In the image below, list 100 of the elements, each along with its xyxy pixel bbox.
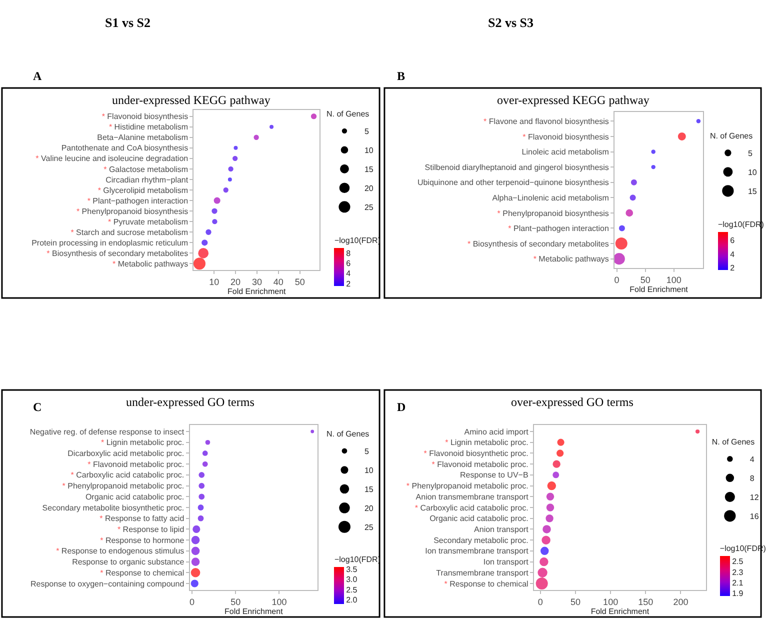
- y-tick-label: * Response to chemical: [100, 568, 184, 578]
- text: C: [33, 400, 42, 414]
- color-bar-label: 2: [346, 279, 352, 288]
- x-tick-label: 200: [673, 596, 688, 607]
- text: D: [397, 400, 406, 414]
- y-tick-label: * Phenylpropanoid metabolic proc.: [62, 482, 184, 491]
- x-tick-label: 50: [570, 596, 581, 607]
- y-tick-label: * Response to fatty acid: [100, 514, 184, 524]
- legend-label: 8: [750, 474, 755, 484]
- legend-label: 15: [364, 165, 374, 174]
- y-tick-label: Pantothenate and CoA biosynthesis: [61, 144, 188, 153]
- y-tick-label: * Lignin metabolic proc.: [100, 438, 184, 448]
- color-bar-label: 2: [730, 264, 736, 273]
- y-tick-label: * Galactose metabolism: [104, 164, 188, 174]
- legend-label: 5: [748, 149, 753, 158]
- legend-label: 16: [750, 512, 760, 522]
- y-tick-label: * Starch and sucrose metabolism: [70, 228, 188, 237]
- chart-title: under-expressed KEGG pathway: [112, 93, 270, 107]
- legend-label: 20: [364, 184, 374, 194]
- y-tick-label: Alpha−Linolenic acid metabolism: [492, 193, 610, 202]
- y-tick-label: * Valine leucine and isoleucine degradation: [36, 154, 188, 164]
- x-tick-label: 0: [614, 274, 620, 285]
- y-tick-label: * Flavonoid biosynthetic proc.: [424, 449, 528, 458]
- y-tick-label: Secondary metabolic proc.: [434, 536, 528, 545]
- y-tick-label: Response to oxygen−containing compound: [30, 579, 184, 588]
- y-tick-label: * Flavonoid biosynthesis: [102, 112, 188, 122]
- x-tick-label: 0: [538, 596, 543, 607]
- y-tick-label: * Response to chemical: [444, 579, 529, 588]
- y-tick-label: * Response to hormone: [100, 536, 185, 545]
- legend-title: N. of Genes: [326, 109, 370, 118]
- y-tick-label: * Phenylpropanoid biosynthesis: [497, 208, 609, 218]
- y-tick-label: * Pyruvate metabolism: [108, 217, 188, 226]
- y-tick-label: Transmembrane transport: [436, 568, 530, 578]
- text: S2 vs S3: [488, 15, 534, 30]
- legend-label: 5: [364, 447, 370, 456]
- x-tick-label: 20: [230, 276, 241, 287]
- legend-title: N. of Genes: [326, 429, 370, 438]
- text: S1 vs S2: [105, 15, 151, 30]
- color-bar-label: 6: [730, 236, 736, 246]
- y-tick-label: Protein processing in endoplasmic reticulum: [32, 238, 188, 248]
- y-tick-label: * Flavonoid metabolic proc.: [88, 460, 184, 469]
- x-axis-title: Fold Enrichment: [630, 284, 689, 294]
- y-tick-label: Ubiquinone and other terpenoid−quinone biosynthesis: [417, 178, 609, 188]
- legend-label: 12: [750, 493, 760, 502]
- y-tick-label: Circadian rhythm−plant: [106, 175, 189, 184]
- text: B: [397, 69, 406, 83]
- legend-label: 4: [750, 455, 755, 464]
- legend-label: 20: [364, 504, 374, 514]
- y-tick-label: * Phenylpropanoid metabolic proc.: [406, 482, 528, 491]
- legend-label: 10: [364, 146, 374, 156]
- x-tick-label: 50: [294, 276, 305, 287]
- chart-title: over-expressed KEGG pathway: [497, 93, 650, 107]
- text: A: [33, 69, 42, 83]
- color-bar-label: 2.0: [346, 596, 358, 605]
- x-tick-label: 100: [603, 596, 618, 607]
- color-bar-label: 2.5: [346, 585, 358, 594]
- legend-label: 5: [364, 127, 370, 136]
- legend-title: N. of Genes: [710, 131, 753, 140]
- y-tick-label: Organic acid catabolic proc.: [430, 514, 528, 524]
- color-bar-label: 8: [346, 248, 352, 258]
- y-tick-label: * Flavonoid biosynthesis: [522, 132, 609, 142]
- color-bar-label: 4: [730, 250, 736, 259]
- y-tick-label: Organic acid catabolic proc.: [85, 492, 184, 502]
- color-bar-label: 3.5: [346, 564, 358, 574]
- x-tick-label: 150: [638, 596, 654, 607]
- x-axis-title: Fold Enrichment: [590, 606, 650, 616]
- color-bar-label: 3.0: [346, 575, 358, 584]
- x-tick-label: 50: [230, 596, 241, 607]
- y-tick-label: Negative reg. of defense response to insect: [30, 427, 185, 436]
- y-tick-label: * Phenylpropanoid biosynthesis: [76, 206, 188, 216]
- y-tick-label: * Biosynthesis of secondary metabolites: [468, 239, 609, 248]
- y-tick-label: * Glycerolipid metabolism: [98, 186, 188, 195]
- y-tick-label: * Plant−pathogen interaction: [508, 224, 609, 234]
- y-tick-label: * Biosynthesis of secondary metabolites: [46, 248, 188, 258]
- y-tick-label: Anion transmembrane transport: [416, 492, 530, 502]
- legend-title: N. of Genes: [712, 437, 755, 446]
- x-tick-label: 40: [273, 276, 284, 287]
- x-axis-title: Fold Enrichment: [228, 286, 287, 296]
- y-tick-label: * Histidine metabolism: [108, 122, 188, 132]
- legend-label: 25: [364, 203, 374, 212]
- y-tick-label: * Response to lipid: [117, 525, 184, 534]
- y-tick-label: Ion transmembrane transport: [425, 546, 530, 556]
- x-tick-label: 100: [272, 596, 287, 607]
- legend-label: 10: [364, 466, 374, 476]
- x-tick-label: 0: [190, 596, 195, 607]
- y-tick-label: Response to organic substance: [72, 558, 185, 567]
- chart-title: over-expressed GO terms: [511, 395, 634, 409]
- color-bar-label: 2.3: [732, 568, 744, 577]
- color-bar-label: 1.9: [732, 589, 744, 598]
- x-tick-label: 50: [640, 274, 650, 285]
- y-tick-label: Beta−Alanine metabolism: [97, 133, 188, 142]
- y-tick-label: * Flavonoid metabolic proc.: [432, 460, 528, 469]
- legend-label: 10: [748, 168, 758, 178]
- x-axis-title: Fold Enrichment: [224, 606, 284, 616]
- y-tick-label: Secondary metabolite biosynthetic proc.: [42, 503, 184, 512]
- color-bar-label: 6: [346, 259, 352, 268]
- x-tick-label: 100: [666, 274, 682, 285]
- y-tick-label: * Flavone and flavonol biosynthesis: [484, 116, 609, 126]
- y-tick-label: * Plant−pathogen interaction: [87, 196, 188, 206]
- y-tick-label: Response to UV−B: [460, 470, 528, 480]
